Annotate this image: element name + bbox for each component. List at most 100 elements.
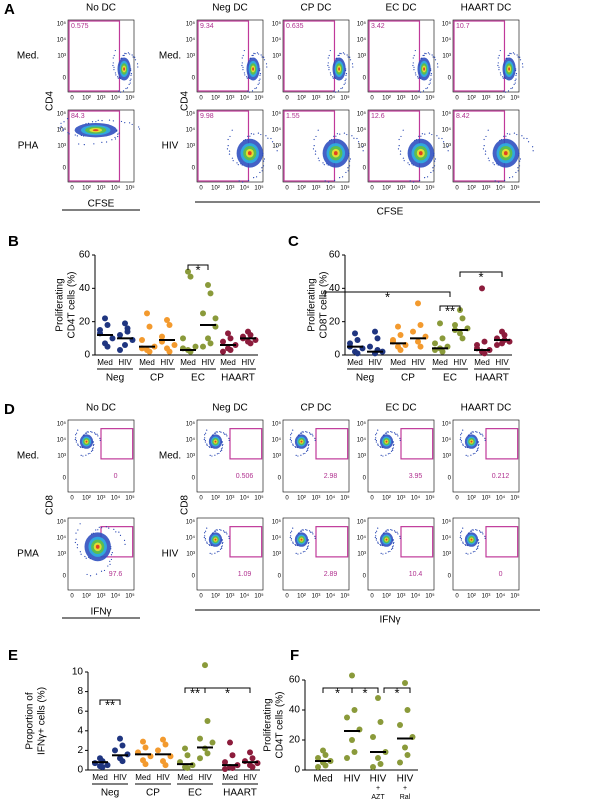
x-tick-label: 10⁴ [411, 95, 421, 102]
event [131, 123, 133, 126]
event [204, 437, 206, 439]
event [75, 441, 77, 443]
y-tick-label: 60 [289, 675, 301, 686]
data-point [222, 766, 228, 773]
event [93, 143, 95, 145]
event [307, 441, 309, 444]
event [399, 150, 402, 152]
event [375, 535, 377, 537]
event [510, 87, 512, 90]
x-tick-label: 10⁴ [240, 185, 250, 192]
event [123, 54, 125, 56]
event [206, 542, 208, 544]
event [213, 530, 216, 532]
event [392, 447, 394, 449]
x-tick-label: 0 [455, 496, 459, 502]
event [476, 448, 479, 450]
event [336, 133, 338, 135]
event [428, 132, 431, 134]
event [379, 543, 381, 546]
event [436, 135, 438, 137]
event [110, 548, 112, 550]
event [120, 58, 122, 60]
event [259, 69, 261, 72]
event [258, 82, 260, 84]
x-tick-label: 10⁵ [510, 495, 520, 502]
data-point [249, 764, 256, 771]
y-tick-label: 0 [77, 765, 83, 776]
flow-plot [367, 109, 435, 183]
event [218, 550, 220, 553]
event [434, 158, 437, 160]
event [329, 49, 331, 52]
y-axis-label: CD8 [45, 495, 56, 515]
data-point [372, 328, 378, 335]
density [123, 67, 126, 71]
event [227, 138, 229, 141]
data-point [197, 735, 203, 742]
event [482, 148, 485, 150]
event [113, 528, 115, 530]
gate [100, 428, 134, 460]
y-tick-label: 10³ [442, 144, 451, 150]
event [92, 447, 94, 449]
event [433, 160, 436, 162]
event [437, 66, 439, 68]
significance-bracket [351, 687, 379, 693]
event [85, 454, 87, 456]
event [424, 133, 426, 135]
data-point [501, 332, 508, 338]
data-point [202, 662, 208, 669]
event [304, 550, 306, 553]
x-tick-label: 10⁴ [111, 593, 121, 600]
event [251, 90, 254, 92]
data-point [209, 739, 216, 746]
y-axis-label: Proliferating [307, 278, 318, 331]
event [460, 537, 462, 540]
event [342, 52, 345, 54]
event [118, 132, 120, 134]
column-title: HAART DC [461, 3, 512, 14]
data-point [397, 722, 403, 728]
y-tick-label: 10⁴ [357, 127, 367, 134]
event [419, 76, 421, 79]
event [386, 431, 388, 433]
x-tick-label: HIV [241, 358, 255, 367]
event [323, 164, 325, 166]
event [119, 76, 121, 79]
data-point [227, 335, 234, 342]
event [290, 437, 292, 439]
y-tick-label: 0 [363, 166, 367, 172]
event [317, 157, 320, 159]
event [74, 541, 76, 544]
event [459, 536, 461, 539]
data-point [197, 755, 203, 762]
data-point [370, 764, 376, 770]
y-tick-label: 0 [63, 166, 67, 172]
event [305, 548, 308, 550]
event [258, 79, 260, 82]
event [109, 560, 111, 562]
event [220, 431, 222, 433]
data-point [102, 315, 108, 322]
data-point [452, 322, 458, 328]
column-title: EC DC [385, 3, 416, 14]
x-tick-label: HIV [156, 773, 170, 782]
data-point [377, 761, 384, 767]
event [403, 160, 405, 162]
data-point [370, 734, 376, 740]
x-axis-label: CFSE [377, 207, 404, 218]
event [500, 74, 502, 76]
y-tick-label: 10⁵ [357, 519, 367, 526]
event [216, 529, 219, 531]
event [84, 555, 86, 558]
event [77, 529, 79, 531]
event [315, 135, 317, 138]
x-tick-label: 10² [211, 496, 220, 502]
density [503, 151, 508, 156]
group-label: Neg [106, 373, 124, 384]
event [343, 83, 345, 85]
event [79, 445, 81, 448]
event [308, 541, 310, 544]
event [327, 164, 329, 166]
